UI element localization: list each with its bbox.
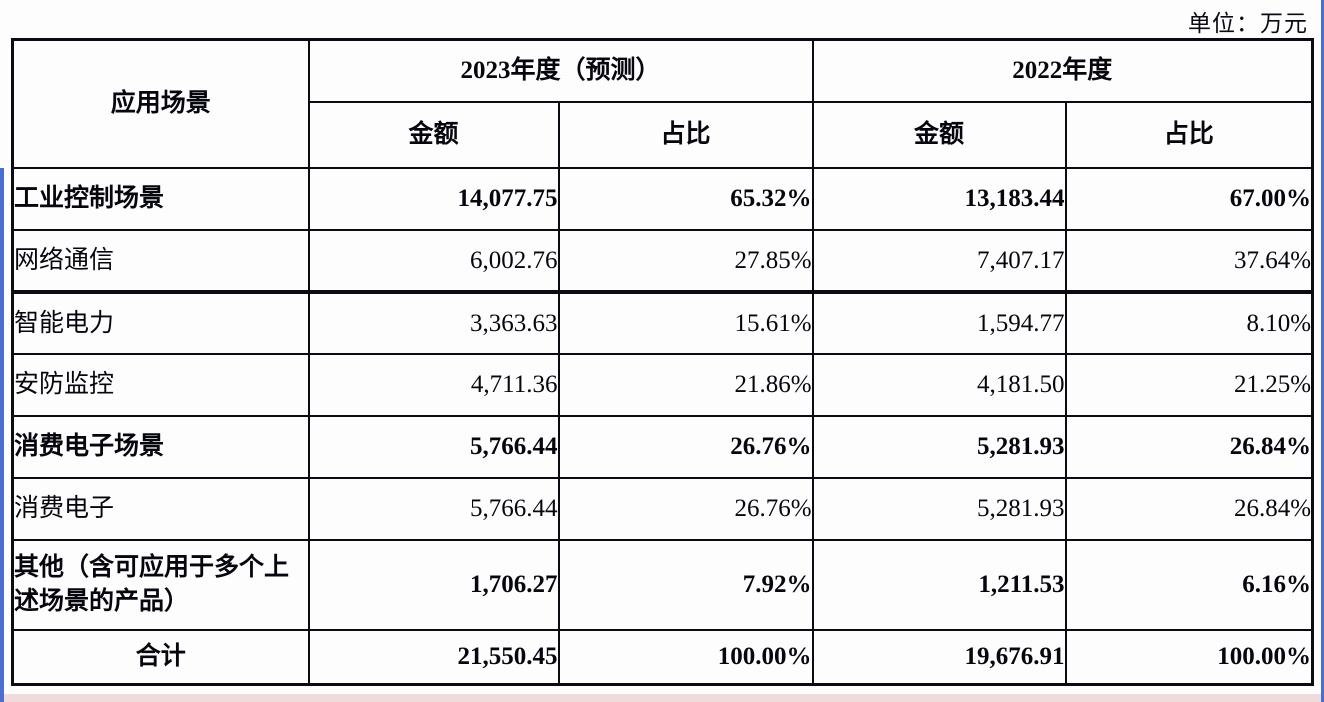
table-row: 网络通信 6,002.76 27.85% 7,407.17 37.64% <box>11 229 1314 294</box>
amount-2022-cell: 13,183.44 <box>811 167 1067 231</box>
amount-2023-cell: 3,363.63 <box>307 291 560 355</box>
ratio-2022-cell: 8.10% <box>1064 291 1314 355</box>
row-label: 合计 <box>11 629 310 685</box>
ratio-2022-cell: 26.84% <box>1064 415 1314 479</box>
amount-2023-cell: 4,711.36 <box>307 353 560 417</box>
amount-2022-cell: 19,676.91 <box>811 629 1067 685</box>
unit-label: 单位：万元 <box>1188 11 1308 36</box>
row-label: 智能电力 <box>11 291 310 355</box>
header-row-metrics: 金额 占比 金额 占比 <box>13 101 1314 169</box>
table-row: 智能电力 3,363.63 15.61% 1,594.77 8.10% <box>11 291 1314 355</box>
ratio-2022-cell: 37.64% <box>1064 229 1314 294</box>
amount-2023-cell: 5,766.44 <box>307 477 560 541</box>
ratio-2022-cell: 6.16% <box>1064 539 1314 631</box>
ratio-2022-cell: 67.00% <box>1064 167 1314 231</box>
table-row: 其他（含可应用于多个上述场景的产品） 1,706.27 7.92% 1,211.… <box>11 539 1314 631</box>
ratio-2023-cell: 21.86% <box>557 353 814 417</box>
header-ratio-2022: 占比 <box>1064 101 1314 169</box>
row-label: 工业控制场景 <box>11 167 310 231</box>
row-label: 消费电子场景 <box>11 415 310 479</box>
ratio-2023-cell: 100.00% <box>557 629 814 685</box>
amount-2022-cell: 1,211.53 <box>811 539 1067 631</box>
table-row: 消费电子场景 5,766.44 26.76% 5,281.93 26.84% <box>11 415 1314 479</box>
row-label: 消费电子 <box>11 477 310 541</box>
ratio-2023-cell: 15.61% <box>557 291 814 355</box>
amount-2023-cell: 21,550.45 <box>307 629 560 685</box>
amount-2022-cell: 5,281.93 <box>811 477 1067 541</box>
header-year-2023: 2023年度（预测） <box>307 38 814 103</box>
amount-2022-cell: 5,281.93 <box>811 415 1067 479</box>
table-row-total: 合计 21,550.45 100.00% 19,676.91 100.00% <box>11 629 1314 685</box>
table-row: 安防监控 4,711.36 21.86% 4,181.50 21.25% <box>11 353 1314 417</box>
ratio-2023-cell: 27.85% <box>557 229 814 294</box>
header-amount-2023: 金额 <box>307 101 560 169</box>
application-scenario-table: 应用场景 2023年度（预测） 2022年度 金额 占比 金额 占比 工业控制场… <box>11 38 1315 686</box>
row-label: 网络通信 <box>11 229 310 294</box>
header-year-2022: 2022年度 <box>811 38 1314 103</box>
ratio-2022-cell: 21.25% <box>1064 353 1314 417</box>
header-amount-2022: 金额 <box>811 101 1067 169</box>
ratio-2022-cell: 26.84% <box>1064 477 1314 541</box>
left-edge-accent <box>0 168 4 702</box>
header-ratio-2023: 占比 <box>557 101 814 169</box>
row-label: 安防监控 <box>11 353 310 417</box>
ratio-2023-cell: 65.32% <box>557 167 814 231</box>
amount-2023-cell: 6,002.76 <box>307 229 560 294</box>
amount-2023-cell: 1,706.27 <box>307 539 560 631</box>
header-scenario: 应用场景 <box>11 38 310 169</box>
table-row: 消费电子 5,766.44 26.76% 5,281.93 26.84% <box>11 477 1314 541</box>
ratio-2023-cell: 7.92% <box>557 539 814 631</box>
ratio-2023-cell: 26.76% <box>557 415 814 479</box>
row-label: 其他（含可应用于多个上述场景的产品） <box>11 539 310 631</box>
ratio-2023-cell: 26.76% <box>557 477 814 541</box>
bottom-edge-strip <box>0 694 1324 702</box>
table-row: 工业控制场景 14,077.75 65.32% 13,183.44 67.00% <box>11 167 1314 231</box>
right-edge-accent <box>1321 0 1324 702</box>
amount-2022-cell: 7,407.17 <box>811 229 1067 294</box>
amount-2023-cell: 5,766.44 <box>307 415 560 479</box>
amount-2022-cell: 1,594.77 <box>811 291 1067 355</box>
amount-2022-cell: 4,181.50 <box>811 353 1067 417</box>
amount-2023-cell: 14,077.75 <box>307 167 560 231</box>
header-row-years: 应用场景 2023年度（预测） 2022年度 <box>11 38 1314 169</box>
ratio-2022-cell: 100.00% <box>1064 629 1314 685</box>
